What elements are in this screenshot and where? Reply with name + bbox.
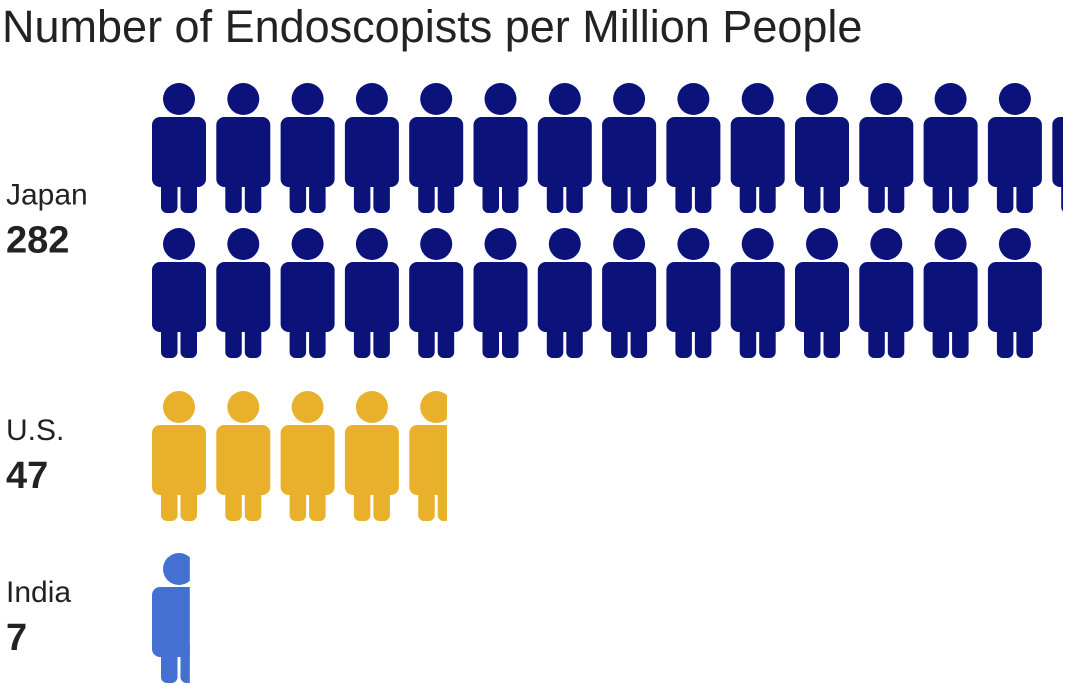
person-icon bbox=[602, 228, 657, 358]
person-icon bbox=[152, 83, 206, 213]
person-icon bbox=[666, 228, 721, 358]
person-icon bbox=[409, 391, 448, 521]
person-icon bbox=[152, 228, 206, 358]
person-icon bbox=[923, 228, 978, 358]
person-icon bbox=[987, 83, 1042, 213]
person-icon bbox=[216, 83, 271, 213]
person-icon bbox=[473, 83, 528, 213]
pictogram-bar bbox=[152, 391, 448, 521]
person-icon bbox=[602, 83, 657, 213]
person-icon bbox=[859, 228, 914, 358]
person-icon bbox=[859, 83, 914, 213]
person-icon bbox=[152, 391, 206, 521]
value-label: 47 bbox=[6, 455, 48, 497]
person-icon bbox=[216, 228, 271, 358]
category-label: Japan bbox=[6, 178, 88, 211]
person-icon bbox=[666, 83, 721, 213]
person-icon bbox=[409, 228, 464, 358]
person-icon bbox=[1052, 117, 1063, 212]
person-icon bbox=[537, 83, 592, 213]
pictogram-bar bbox=[152, 83, 1063, 358]
person-icon bbox=[216, 391, 271, 521]
person-icon bbox=[537, 228, 592, 358]
value-label: 7 bbox=[6, 617, 27, 659]
category-label: India bbox=[6, 576, 71, 609]
person-icon bbox=[730, 228, 785, 358]
person-icon bbox=[344, 83, 399, 213]
person-icon bbox=[280, 228, 335, 358]
person-icon bbox=[344, 228, 399, 358]
person-icon bbox=[280, 83, 335, 213]
person-icon bbox=[987, 228, 1042, 358]
chart-title: Number of Endoscopists per Million Peopl… bbox=[2, 1, 862, 52]
person-icon bbox=[280, 391, 335, 521]
category-label: U.S. bbox=[6, 414, 64, 447]
person-icon bbox=[795, 83, 849, 213]
pictogram-bar bbox=[152, 553, 190, 683]
person-icon bbox=[730, 83, 785, 213]
person-icon bbox=[795, 228, 849, 358]
person-icon bbox=[409, 83, 464, 213]
person-icon bbox=[152, 553, 190, 683]
value-label: 282 bbox=[6, 220, 69, 262]
person-icon bbox=[923, 83, 978, 213]
person-icon bbox=[473, 228, 528, 358]
person-icon bbox=[344, 391, 399, 521]
